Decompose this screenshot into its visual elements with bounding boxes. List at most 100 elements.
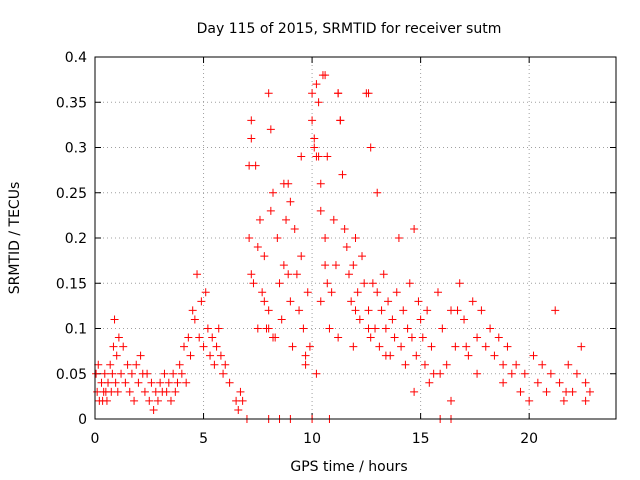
data-point	[323, 279, 332, 288]
data-point	[321, 234, 330, 242]
data-point	[180, 342, 189, 351]
data-point	[92, 369, 101, 378]
data-point	[260, 297, 269, 306]
data-point	[453, 306, 462, 315]
data-point	[499, 378, 508, 387]
data-point	[481, 342, 490, 351]
data-point	[112, 351, 121, 360]
data-point	[499, 360, 508, 369]
data-point	[166, 396, 175, 405]
data-point	[503, 342, 512, 351]
data-point	[253, 243, 262, 252]
data-point	[264, 89, 273, 98]
data-point	[379, 270, 388, 279]
data-point	[468, 297, 477, 306]
x-tick-label: 5	[199, 431, 208, 447]
data-point	[410, 387, 419, 396]
data-point	[153, 396, 162, 405]
data-point	[100, 369, 109, 378]
data-point	[559, 396, 568, 405]
data-point	[125, 387, 134, 396]
data-point	[412, 351, 421, 360]
data-point	[264, 306, 273, 315]
data-point	[284, 270, 293, 279]
data-point	[336, 116, 345, 125]
data-point	[269, 188, 278, 197]
data-point	[416, 315, 425, 324]
data-point	[410, 224, 419, 233]
data-point	[392, 288, 401, 297]
data-point	[490, 351, 499, 360]
data-point	[282, 215, 291, 224]
data-point	[323, 152, 332, 161]
data-point	[366, 333, 375, 342]
data-point	[288, 342, 297, 351]
data-point	[114, 333, 123, 342]
data-point	[462, 342, 471, 351]
data-point	[109, 342, 118, 351]
data-point	[134, 378, 143, 387]
data-point	[188, 306, 197, 315]
data-point	[312, 152, 321, 161]
data-point	[245, 161, 254, 170]
data-point	[279, 179, 288, 188]
data-point	[234, 405, 243, 414]
plot-frame	[94, 56, 617, 420]
data-point	[381, 351, 390, 360]
data-point	[253, 324, 262, 333]
data-point	[442, 360, 451, 369]
data-point	[321, 71, 330, 80]
data-point	[314, 98, 323, 107]
data-point	[477, 306, 486, 315]
data-point	[407, 333, 416, 342]
data-point	[297, 152, 306, 161]
data-point	[219, 369, 228, 378]
y-axis-label: SRMTID / TECUs	[7, 182, 23, 295]
data-point	[206, 351, 215, 360]
data-point	[423, 306, 432, 315]
data-point	[399, 306, 408, 315]
data-point	[247, 116, 256, 125]
data-point	[349, 342, 358, 351]
data-point	[190, 315, 199, 324]
data-point	[529, 351, 538, 360]
data-point	[546, 369, 555, 378]
data-point	[572, 369, 581, 378]
data-point	[110, 315, 119, 324]
data-point	[473, 369, 482, 378]
y-tick-label: 0.05	[56, 367, 87, 383]
data-point	[279, 261, 288, 270]
data-point	[299, 324, 308, 333]
data-point	[292, 270, 301, 279]
data-point	[347, 297, 356, 306]
data-point	[388, 315, 397, 324]
data-point	[327, 288, 336, 297]
y-tick-label: 0.1	[65, 322, 87, 338]
data-point	[199, 342, 208, 351]
data-point	[312, 80, 321, 89]
data-point	[334, 89, 343, 98]
data-point	[290, 224, 299, 233]
data-point	[193, 270, 202, 279]
data-point	[340, 224, 349, 233]
data-point	[338, 170, 347, 179]
data-point	[212, 342, 221, 351]
data-point	[512, 360, 521, 369]
data-point	[258, 288, 267, 297]
data-point	[581, 378, 590, 387]
data-point	[247, 270, 256, 279]
data-point	[451, 342, 460, 351]
data-point	[308, 116, 317, 125]
data-point	[351, 234, 360, 242]
data-point	[249, 279, 258, 288]
data-point	[455, 279, 464, 288]
data-point	[351, 306, 360, 315]
data-point	[418, 333, 427, 342]
data-point	[368, 279, 377, 288]
data-point	[321, 261, 330, 270]
data-point	[460, 315, 469, 324]
data-point	[349, 261, 358, 270]
data-point	[533, 378, 542, 387]
data-point	[160, 369, 169, 378]
